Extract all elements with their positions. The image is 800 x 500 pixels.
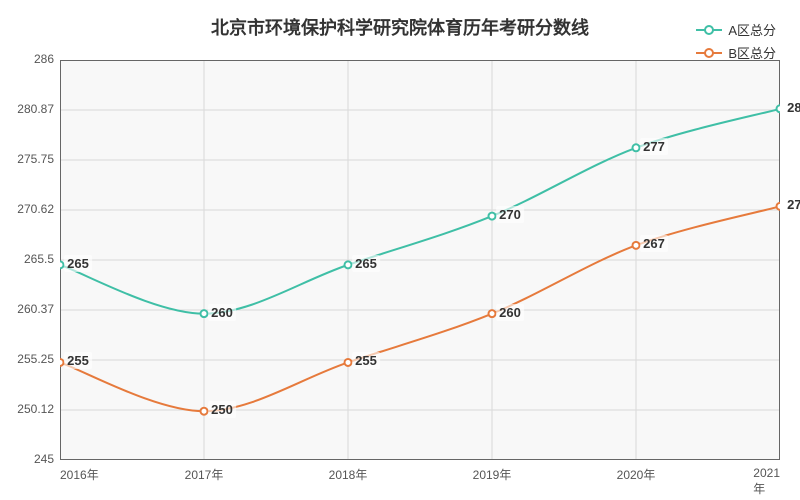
x-axis-tick-label: 2021年 bbox=[753, 466, 780, 497]
y-axis-tick-label: 255.25 bbox=[17, 352, 54, 366]
y-axis-tick-label: 270.62 bbox=[17, 202, 54, 216]
data-point-label: 265 bbox=[64, 255, 92, 272]
line-chart: 北京市环境保护科学研究院体育历年考研分数线 A区总分B区总分 245250.12… bbox=[0, 0, 800, 500]
legend-swatch bbox=[696, 52, 722, 54]
data-point-label: 277 bbox=[640, 138, 668, 155]
data-point-label: 255 bbox=[352, 352, 380, 369]
plot-area bbox=[60, 60, 780, 460]
data-point-label: 260 bbox=[208, 304, 236, 321]
legend-label: A区总分 bbox=[728, 20, 776, 39]
data-point-label: 265 bbox=[352, 255, 380, 272]
data-point-label: 255 bbox=[64, 352, 92, 369]
data-point-label: 270 bbox=[496, 206, 524, 223]
x-axis-tick-label: 2019年 bbox=[473, 466, 512, 483]
x-axis-tick-label: 2018年 bbox=[329, 466, 368, 483]
y-axis-tick-label: 275.75 bbox=[17, 152, 54, 166]
x-axis-tick-label: 2016年 bbox=[60, 466, 99, 483]
chart-title: 北京市环境保护科学研究院体育历年考研分数线 bbox=[211, 14, 589, 40]
x-axis-tick-label: 2017年 bbox=[185, 466, 224, 483]
x-axis-tick-label: 2020年 bbox=[617, 466, 656, 483]
data-point-label: 271 bbox=[784, 196, 800, 213]
data-point-label: 281 bbox=[784, 99, 800, 116]
y-axis-tick-label: 265.5 bbox=[24, 252, 54, 266]
y-axis-tick-label: 250.12 bbox=[17, 402, 54, 416]
plot-svg bbox=[60, 60, 780, 460]
data-point-label: 250 bbox=[208, 401, 236, 418]
y-axis-tick-label: 245 bbox=[34, 452, 54, 466]
y-axis-tick-label: 260.37 bbox=[17, 302, 54, 316]
legend-swatch bbox=[696, 29, 722, 31]
data-point-label: 267 bbox=[640, 235, 668, 252]
y-axis-tick-label: 280.87 bbox=[17, 102, 54, 116]
y-axis-tick-label: 286 bbox=[34, 52, 54, 66]
legend-item: A区总分 bbox=[696, 20, 776, 39]
data-point-label: 260 bbox=[496, 304, 524, 321]
